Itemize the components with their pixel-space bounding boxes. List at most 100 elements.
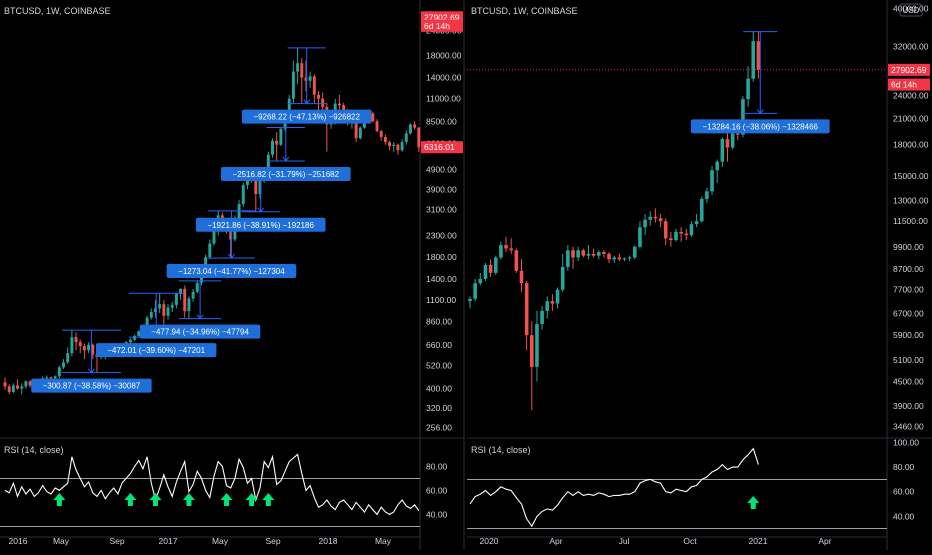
candle [550, 294, 555, 311]
candle [392, 142, 396, 152]
candle-body [540, 310, 544, 324]
candle-body [128, 339, 132, 343]
candle [137, 330, 141, 338]
candle-body [62, 362, 65, 368]
candle [275, 132, 279, 161]
candle [57, 365, 61, 379]
candle [535, 310, 539, 382]
candle-body [524, 283, 529, 336]
candle [607, 252, 611, 264]
measure-tool[interactable]: −13284.16 (−38.06%) −1328466 [690, 31, 830, 134]
candle [20, 383, 24, 395]
measure-label-bg [96, 343, 217, 358]
candle [208, 239, 212, 260]
candle-body [291, 71, 295, 99]
candle-body [82, 346, 86, 351]
y-tick-label: 320.00 [426, 403, 452, 413]
candle [746, 66, 750, 107]
x-tick-label: Oct [683, 536, 697, 546]
candle-body [312, 76, 316, 95]
y-tick-label: 2300.00 [426, 231, 457, 241]
y-tick-label: 15000.00 [893, 171, 929, 181]
x-tick-label: 2017 [159, 536, 178, 546]
x-tick-label: 2020 [480, 536, 499, 546]
measure-arrow-icon [257, 207, 265, 213]
price-tag-label: 27902.69 [424, 12, 460, 22]
candle-body [413, 124, 417, 128]
rsi-label: RSI (14, close) [4, 445, 64, 455]
candle-body [57, 367, 61, 377]
price-tag-bg [421, 141, 463, 154]
candle [133, 334, 137, 341]
candle [337, 94, 341, 110]
candle [674, 228, 678, 242]
candle-body [519, 270, 524, 284]
y-tick-label: 400.00 [426, 384, 452, 394]
candle [473, 278, 477, 302]
price-tag: 6d 14h [888, 78, 930, 91]
candle-body [287, 98, 291, 121]
candle [183, 285, 187, 318]
candle [751, 31, 756, 82]
candle [478, 272, 483, 286]
candle-body [266, 154, 270, 172]
candle-body [392, 144, 396, 147]
currency-button[interactable]: USD [899, 3, 923, 17]
candle [638, 221, 642, 249]
candle [643, 213, 647, 236]
measure-label: −1921.86 (−38.91%) −192186 [207, 221, 314, 230]
candle [91, 343, 95, 360]
candle-body [254, 173, 258, 195]
measure-tool[interactable]: −1273.04 (−41.77%) −127304 [166, 210, 297, 279]
candle-body [404, 133, 408, 143]
y-tick-label: 3460.00 [893, 421, 924, 431]
y-tick-label: 4900.00 [426, 164, 457, 174]
y-tick-label: 18000.00 [426, 51, 462, 61]
candle-body [653, 216, 658, 219]
measure-label-bg [31, 378, 152, 393]
candle [7, 384, 11, 395]
candle-body [710, 170, 714, 192]
y-tick-label: 11500.00 [893, 216, 928, 226]
candle [62, 359, 65, 370]
measure-arrow-icon [282, 156, 290, 162]
rsi-line [469, 447, 759, 528]
candle-body [576, 250, 580, 258]
measure-tool[interactable]: −300.87 (−38.58%) −30087 [31, 329, 152, 393]
y-tick-label: 8500.00 [426, 116, 457, 126]
candle [408, 123, 412, 135]
measure-tool[interactable]: −477.94 (−34.96%) −47794 [139, 280, 261, 339]
y-tick-label: 14000.00 [426, 73, 462, 83]
candle [191, 288, 195, 302]
candle [170, 301, 174, 313]
candle-body [342, 105, 346, 112]
candle [581, 248, 586, 258]
candle-body [174, 293, 178, 306]
candle [622, 257, 627, 262]
buy-arrow-icon [262, 493, 275, 506]
candle-body [684, 233, 689, 236]
candle [317, 91, 320, 112]
candle-body [648, 216, 653, 220]
measure-tool[interactable]: −2516.82 (−31.79%) −251682 [220, 126, 351, 181]
chart-pane-1: BTCUSD, 1W, COINBASE 256.00 320.00 400.00 52… [0, 0, 465, 550]
measure-tool[interactable]: −9268.22 (−47.13%) −926822 [241, 47, 372, 124]
buy-arrow-icon [220, 493, 233, 506]
candle-body [586, 253, 591, 256]
x-tick-label: Apr [818, 536, 831, 546]
candle [468, 296, 472, 309]
candle-body [317, 94, 320, 99]
x-tick-label: Sep [265, 536, 280, 546]
candle [612, 255, 617, 264]
candle [669, 231, 673, 247]
candle [627, 255, 632, 262]
candle-body [408, 124, 412, 134]
candle-body [308, 76, 312, 81]
chart-title: BTCUSD, 1W, COINBASE [4, 6, 111, 16]
candle [258, 178, 262, 199]
candle [699, 196, 704, 223]
price-tag-label: 27902.69 [891, 65, 927, 75]
candle-body [337, 103, 341, 106]
